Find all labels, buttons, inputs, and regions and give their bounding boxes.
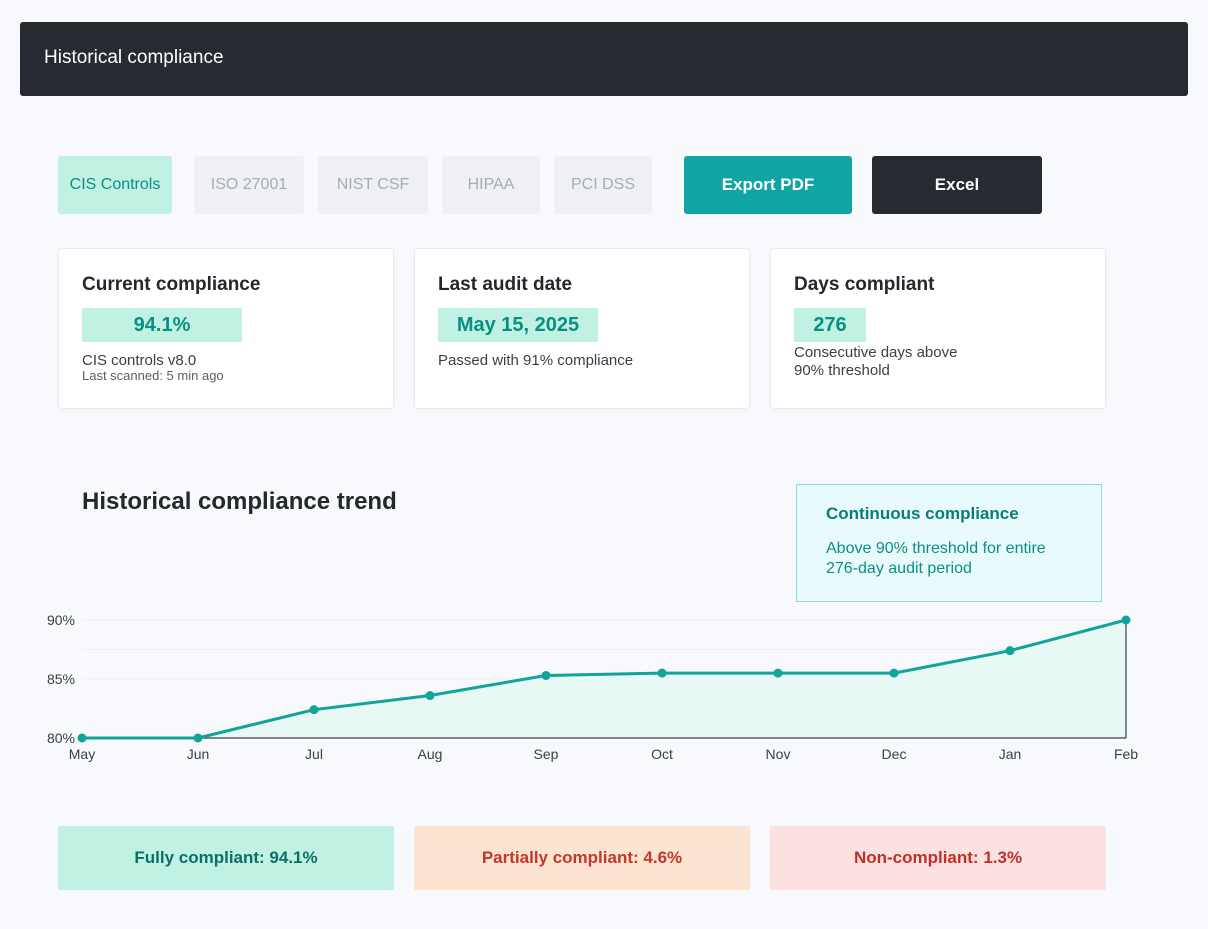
tab-hipaa[interactable]: HIPAA — [442, 156, 540, 214]
x-tick-label: Oct — [651, 746, 673, 762]
excel-button[interactable]: Excel — [872, 156, 1042, 214]
tab-cis-controls[interactable]: CIS Controls — [58, 156, 172, 214]
data-point-jun[interactable] — [193, 733, 203, 743]
x-tick-label: Aug — [418, 746, 443, 762]
card-subtitle: Passed with 91% compliance — [438, 352, 634, 369]
x-tick-label: Dec — [882, 746, 907, 762]
trend-title: Historical compliance trend — [82, 488, 397, 515]
fully-compliant-summary: Fully compliant: 94.1% — [58, 826, 394, 890]
y-axis-labels: 80% 85% 90% — [47, 612, 75, 746]
card-subtitle: CIS controls v8.0 — [82, 352, 197, 369]
compliance-value-badge: 94.1% — [82, 308, 242, 342]
y-tick-label: 80% — [47, 730, 75, 746]
last-scanned-text: Last scanned: 5 min ago — [82, 368, 224, 383]
series-area — [82, 620, 1126, 738]
callout-body: Above 90% threshold for entire 276-day a… — [826, 540, 1046, 577]
x-tick-label: Jan — [999, 746, 1022, 762]
export-pdf-button[interactable]: Export PDF — [684, 156, 852, 214]
callout-heading: Continuous compliance — [826, 504, 1019, 523]
data-point-jul[interactable] — [309, 705, 319, 715]
current-compliance-card: Current compliance 94.1% CIS controls v8… — [58, 248, 394, 409]
data-point-nov[interactable] — [773, 668, 783, 678]
data-point-feb[interactable] — [1121, 615, 1131, 625]
y-tick-label: 85% — [47, 671, 75, 687]
days-compliant-card: Days compliant 276 Consecutive days abov… — [770, 248, 1106, 409]
card-title: Current compliance — [82, 274, 261, 295]
data-point-sep[interactable] — [541, 670, 551, 680]
last-audit-card: Last audit date May 15, 2025 Passed with… — [414, 248, 750, 409]
series-points — [77, 615, 1131, 743]
card-subtitle-line1: Consecutive days above — [794, 344, 958, 361]
x-tick-label: May — [69, 746, 95, 762]
y-tick-label: 90% — [47, 612, 75, 628]
data-point-dec[interactable] — [889, 668, 899, 678]
page-title: Historical compliance — [44, 47, 224, 68]
card-title: Last audit date — [438, 274, 573, 295]
x-tick-label: Jun — [187, 746, 210, 762]
days-value-badge: 276 — [794, 308, 866, 342]
tab-pci-dss[interactable]: PCI DSS — [554, 156, 652, 214]
partially-compliant-summary: Partially compliant: 4.6% — [414, 826, 750, 890]
data-point-aug[interactable] — [425, 691, 435, 701]
chart-axes — [82, 620, 1127, 739]
x-axis-labels: May Jun Jul Aug Sep Oct Nov Dec Jan Feb — [69, 746, 1139, 762]
series-line — [82, 618, 1127, 740]
card-title: Days compliant — [794, 274, 935, 295]
data-point-oct[interactable] — [657, 668, 667, 678]
data-point-jan[interactable] — [1005, 646, 1015, 656]
tab-iso-27001[interactable]: ISO 27001 — [194, 156, 304, 214]
continuous-compliance-callout: Continuous compliance Above 90% threshol… — [796, 484, 1102, 602]
x-tick-label: Jul — [305, 746, 323, 762]
data-point-may[interactable] — [77, 733, 87, 743]
x-tick-label: Nov — [766, 746, 791, 762]
x-tick-label: Sep — [534, 746, 559, 762]
audit-date-badge: May 15, 2025 — [438, 308, 598, 342]
header-bar: Historical compliance — [20, 22, 1188, 96]
non-compliant-summary: Non-compliant: 1.3% — [770, 826, 1106, 890]
x-tick-label: Feb — [1114, 746, 1138, 762]
tab-nist-csf[interactable]: NIST CSF — [318, 156, 428, 214]
card-subtitle-line2: 90% threshold — [794, 362, 890, 379]
